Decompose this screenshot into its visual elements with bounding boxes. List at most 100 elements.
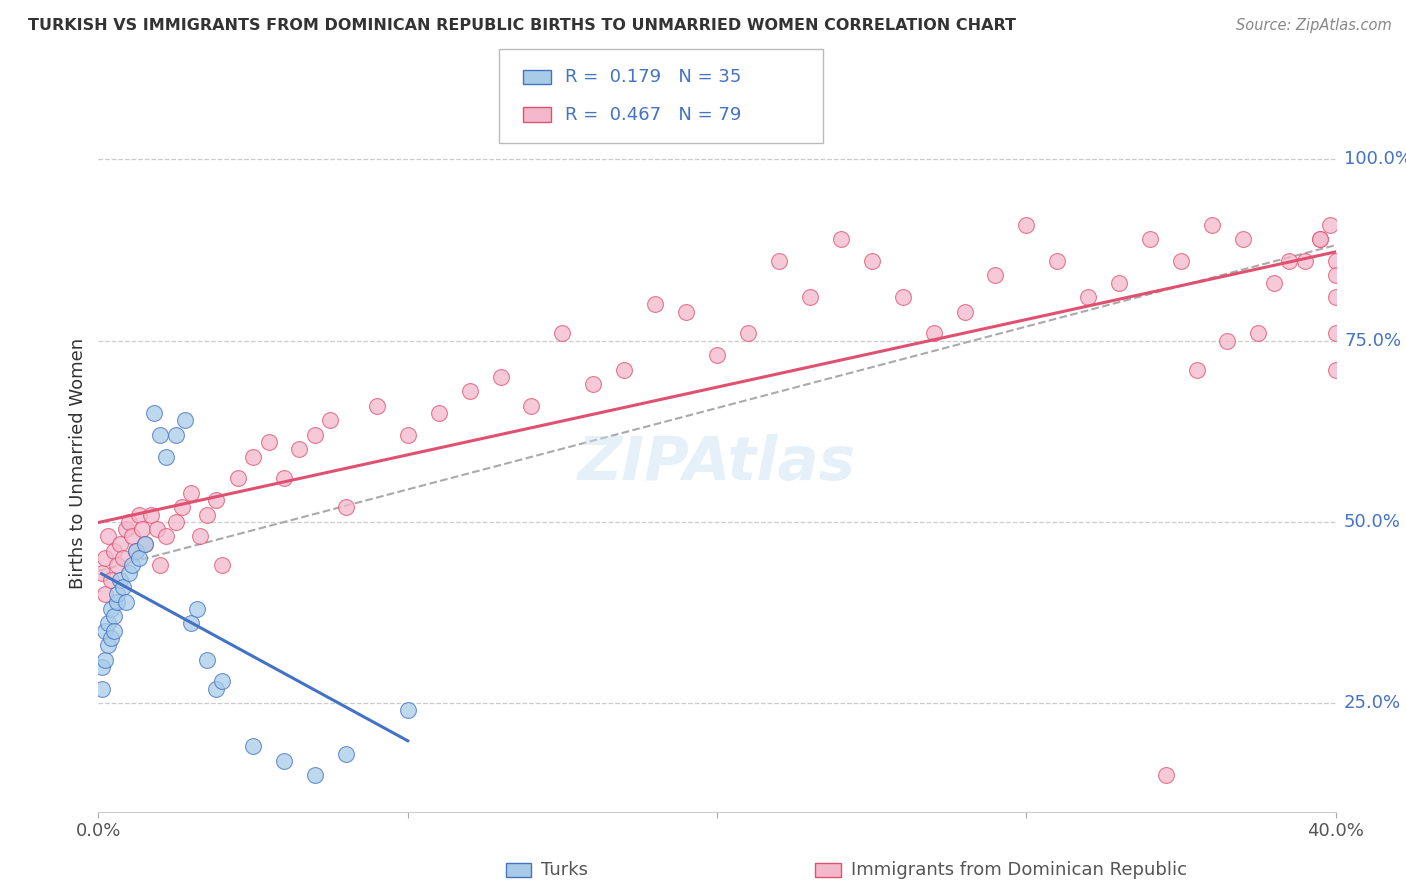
Point [319, 413, 342, 427]
Point [205, 493, 228, 508]
Point [1309, 232, 1331, 246]
Point [242, 739, 264, 754]
Text: 75.0%: 75.0% [1344, 332, 1402, 350]
Point [139, 508, 162, 522]
Point [149, 428, 172, 442]
Point [105, 594, 128, 608]
Point [97, 638, 120, 652]
Point [891, 290, 914, 304]
Point [97, 529, 120, 543]
Point [211, 674, 233, 689]
Point [190, 529, 212, 543]
Text: R =  0.179   N = 35: R = 0.179 N = 35 [565, 69, 741, 87]
Point [768, 254, 790, 268]
Point [830, 232, 852, 246]
Point [174, 413, 197, 427]
Point [118, 566, 141, 580]
Point [1201, 218, 1223, 232]
Point [335, 747, 357, 761]
Text: ZIPAtlas: ZIPAtlas [578, 434, 856, 493]
Point [396, 703, 419, 717]
Point [366, 399, 388, 413]
Point [675, 304, 697, 318]
Point [304, 768, 326, 782]
Point [1324, 290, 1347, 304]
Point [1278, 254, 1301, 268]
Point [644, 297, 666, 311]
Point [93, 624, 115, 638]
Point [155, 450, 177, 464]
Point [105, 558, 128, 573]
Point [1247, 326, 1270, 341]
Point [1216, 334, 1239, 348]
Point [97, 616, 120, 631]
Point [146, 522, 169, 536]
Point [226, 471, 249, 485]
Point [1015, 218, 1038, 232]
Point [105, 587, 128, 601]
Point [1309, 232, 1331, 246]
Point [108, 573, 131, 587]
Point [1324, 326, 1347, 341]
Point [128, 551, 150, 566]
Point [90, 566, 112, 580]
Point [1324, 254, 1347, 268]
Point [1324, 268, 1347, 283]
Point [1170, 254, 1192, 268]
Point [100, 631, 122, 645]
Point [128, 508, 150, 522]
Point [195, 652, 218, 666]
Point [165, 428, 187, 442]
Point [1324, 362, 1347, 376]
Point [100, 602, 122, 616]
Point [121, 558, 143, 573]
Point [1232, 232, 1254, 246]
Text: 50.0%: 50.0% [1344, 513, 1400, 531]
Point [155, 529, 177, 543]
Point [288, 442, 311, 457]
Point [1294, 254, 1316, 268]
Text: R =  0.467   N = 79: R = 0.467 N = 79 [565, 105, 741, 123]
Point [860, 254, 883, 268]
Point [90, 660, 112, 674]
Point [582, 377, 605, 392]
Point [180, 616, 202, 631]
Text: Source: ZipAtlas.com: Source: ZipAtlas.com [1236, 18, 1392, 33]
Point [1263, 276, 1285, 290]
Point [396, 428, 419, 442]
Text: 100.0%: 100.0% [1344, 151, 1406, 169]
Point [458, 384, 481, 399]
Point [1185, 362, 1208, 376]
Point [551, 326, 574, 341]
Point [613, 362, 636, 376]
Point [1154, 768, 1177, 782]
Point [180, 485, 202, 500]
Point [93, 652, 115, 666]
Point [124, 544, 146, 558]
Point [90, 681, 112, 696]
Point [115, 522, 138, 536]
Point [520, 399, 543, 413]
Point [242, 450, 264, 464]
Point [112, 580, 135, 594]
Point [93, 587, 115, 601]
Text: Immigrants from Dominican Republic: Immigrants from Dominican Republic [851, 861, 1187, 879]
Point [195, 508, 218, 522]
Point [131, 522, 153, 536]
Point [304, 428, 326, 442]
Point [93, 551, 115, 566]
Text: 25.0%: 25.0% [1344, 694, 1402, 712]
Point [273, 471, 295, 485]
Point [273, 754, 295, 768]
Point [124, 544, 146, 558]
Point [149, 558, 172, 573]
Point [1108, 276, 1130, 290]
Point [205, 681, 228, 696]
Point [143, 406, 166, 420]
Point [1319, 218, 1341, 232]
Point [257, 435, 280, 450]
Point [335, 500, 357, 515]
Point [427, 406, 450, 420]
Text: Turks: Turks [541, 861, 588, 879]
Point [1139, 232, 1161, 246]
